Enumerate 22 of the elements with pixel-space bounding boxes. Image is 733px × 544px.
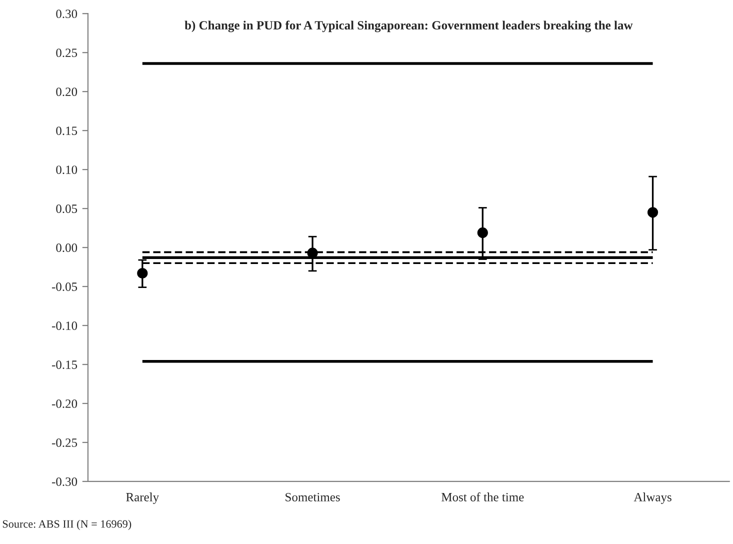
y-tick-label: 0.05	[56, 204, 78, 214]
text: b) Change in PUD for A Typical Singaporean: Government leaders breaking the law	[184, 20, 633, 32]
y-tick-label: 0.30	[56, 10, 78, 18]
y-tick-label: -0.30	[52, 477, 78, 486]
x-tick-label: Sometimes	[286, 492, 340, 502]
x-tick-label: Always	[634, 492, 672, 504]
point	[137, 268, 148, 279]
y-tick-label: -0.20	[52, 399, 78, 408]
y-tick-label: 0.10	[56, 166, 78, 174]
y-tick-label: 0.20	[56, 88, 78, 96]
source-note: Source: ABS III (N = 16969)	[2, 520, 132, 530]
x-tick-label: Most of the time	[442, 492, 524, 502]
y-tick-label: -0.25	[52, 438, 78, 447]
y-tick-label: -0.15	[52, 360, 78, 369]
y-tick-label: -0.05	[52, 282, 78, 292]
point	[477, 227, 488, 238]
y-tick-label: -0.10	[52, 322, 78, 330]
point	[647, 207, 658, 218]
y-tick-label: 0.15	[56, 126, 78, 136]
y-tick-label: 0.25	[56, 48, 78, 58]
x-tick-label: Rarely	[126, 492, 160, 504]
y-tick-label: 0.00	[56, 244, 78, 252]
